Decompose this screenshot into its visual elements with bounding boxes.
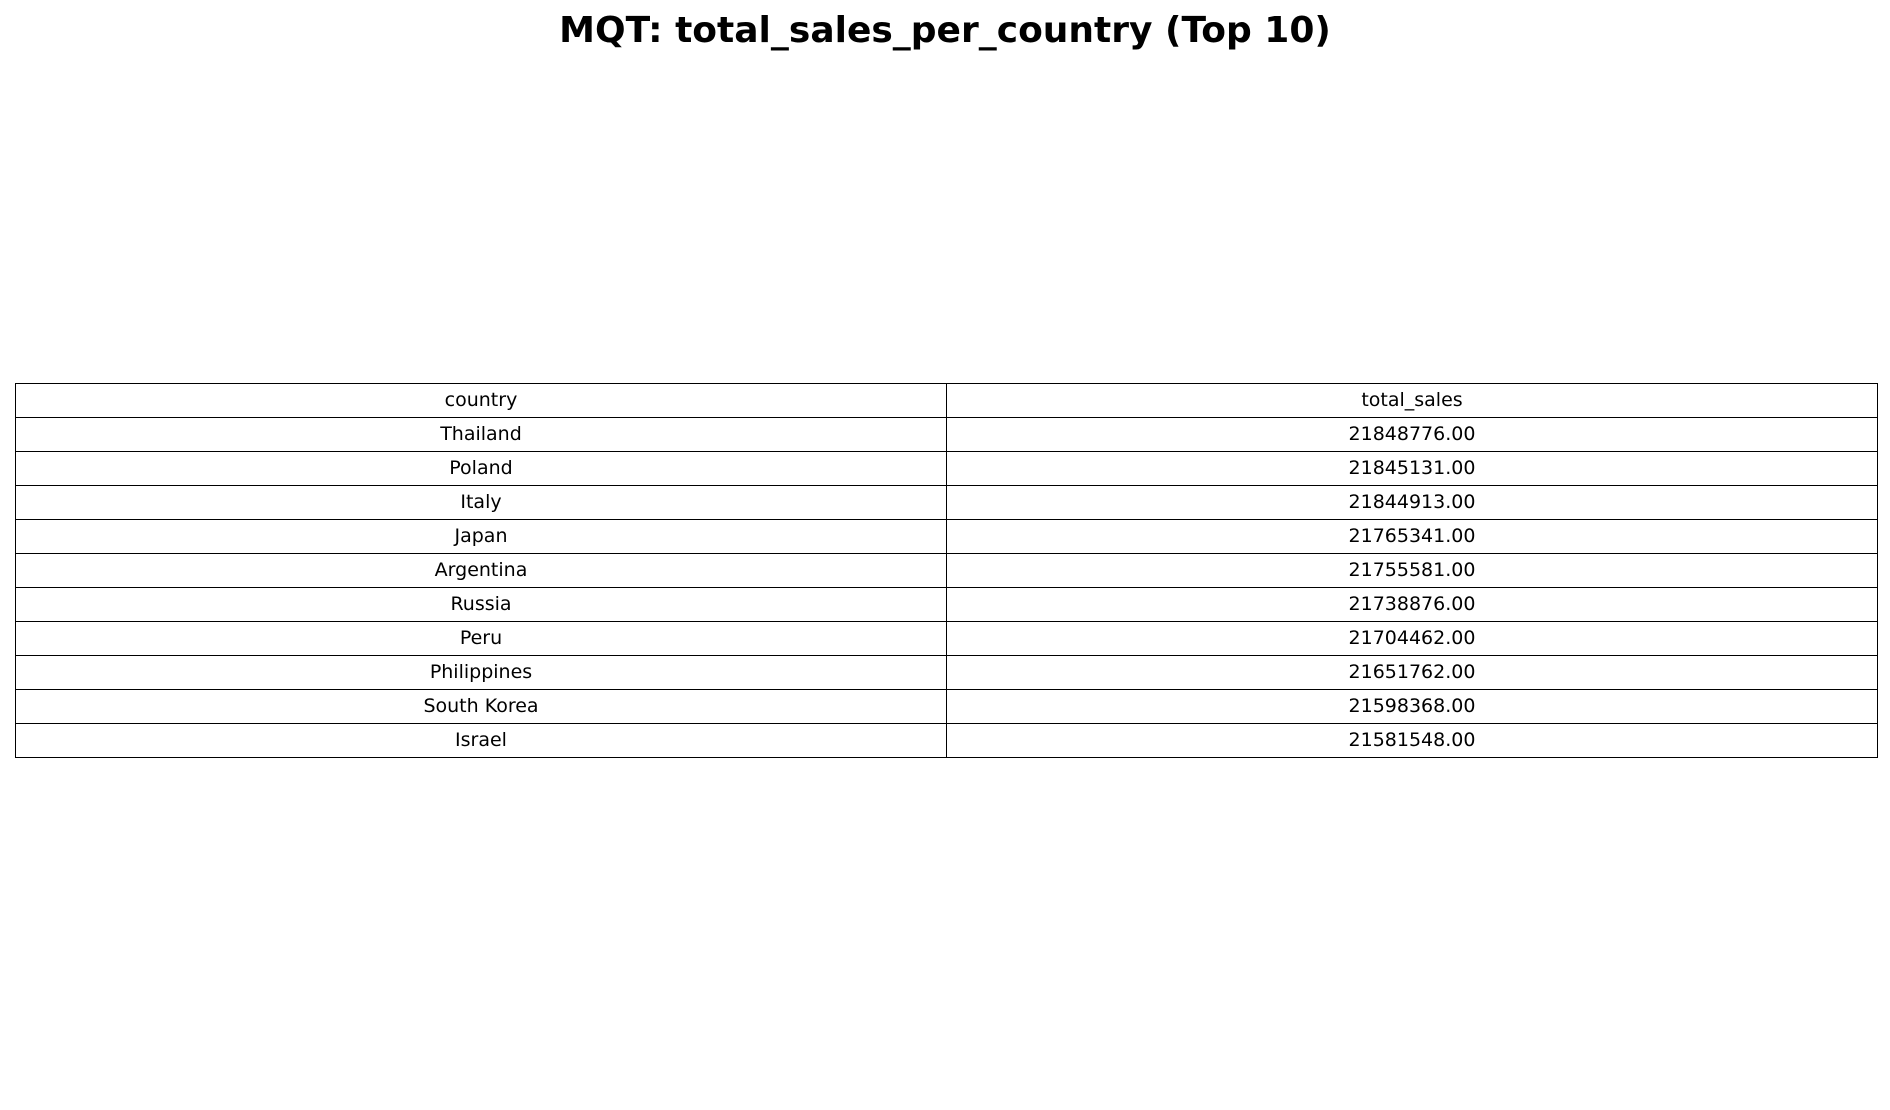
cell-country: Peru: [15, 621, 947, 656]
table-row: Thailand 21848776.00: [15, 417, 1878, 452]
table-header-row: country total_sales: [15, 383, 1878, 418]
cell-total-sales: 21651762.00: [946, 655, 1878, 690]
cell-total-sales: 21844913.00: [946, 485, 1878, 520]
cell-total-sales: 21845131.00: [946, 451, 1878, 486]
table-row: Philippines 21651762.00: [15, 655, 1878, 690]
cell-country: South Korea: [15, 689, 947, 724]
table-row: Japan 21765341.00: [15, 519, 1878, 554]
table-row: Poland 21845131.00: [15, 451, 1878, 486]
table-body: country total_sales Thailand 21848776.00 P…: [15, 383, 1878, 758]
cell-total-sales: 21765341.00: [946, 519, 1878, 554]
cell-total-sales: 21848776.00: [946, 417, 1878, 452]
table-row: Peru 21704462.00: [15, 621, 1878, 656]
table-row: Italy 21844913.00: [15, 485, 1878, 520]
chart-title: MQT: total_sales_per_country (Top 10): [559, 10, 1331, 51]
cell-total-sales: 21581548.00: [946, 723, 1878, 758]
cell-country: Russia: [15, 587, 947, 622]
cell-country: Israel: [15, 723, 947, 758]
column-header-total-sales: total_sales: [946, 383, 1878, 418]
cell-total-sales: 21755581.00: [946, 553, 1878, 588]
cell-country: Philippines: [15, 655, 947, 690]
cell-country: Japan: [15, 519, 947, 554]
cell-country: Poland: [15, 451, 947, 486]
cell-total-sales: 21704462.00: [946, 621, 1878, 656]
cell-total-sales: 21598368.00: [946, 689, 1878, 724]
data-table: country total_sales Thailand 21848776.00 P…: [15, 383, 1878, 758]
table-container: country total_sales Thailand 21848776.00 P…: [15, 383, 1878, 758]
table-row: Argentina 21755581.00: [15, 553, 1878, 588]
cell-total-sales: 21738876.00: [946, 587, 1878, 622]
table-row: South Korea 21598368.00: [15, 689, 1878, 724]
table-row: Israel 21581548.00: [15, 723, 1878, 758]
cell-country: Italy: [15, 485, 947, 520]
cell-country: Argentina: [15, 553, 947, 588]
table-row: Russia 21738876.00: [15, 587, 1878, 622]
column-header-country: country: [15, 383, 947, 418]
cell-country: Thailand: [15, 417, 947, 452]
